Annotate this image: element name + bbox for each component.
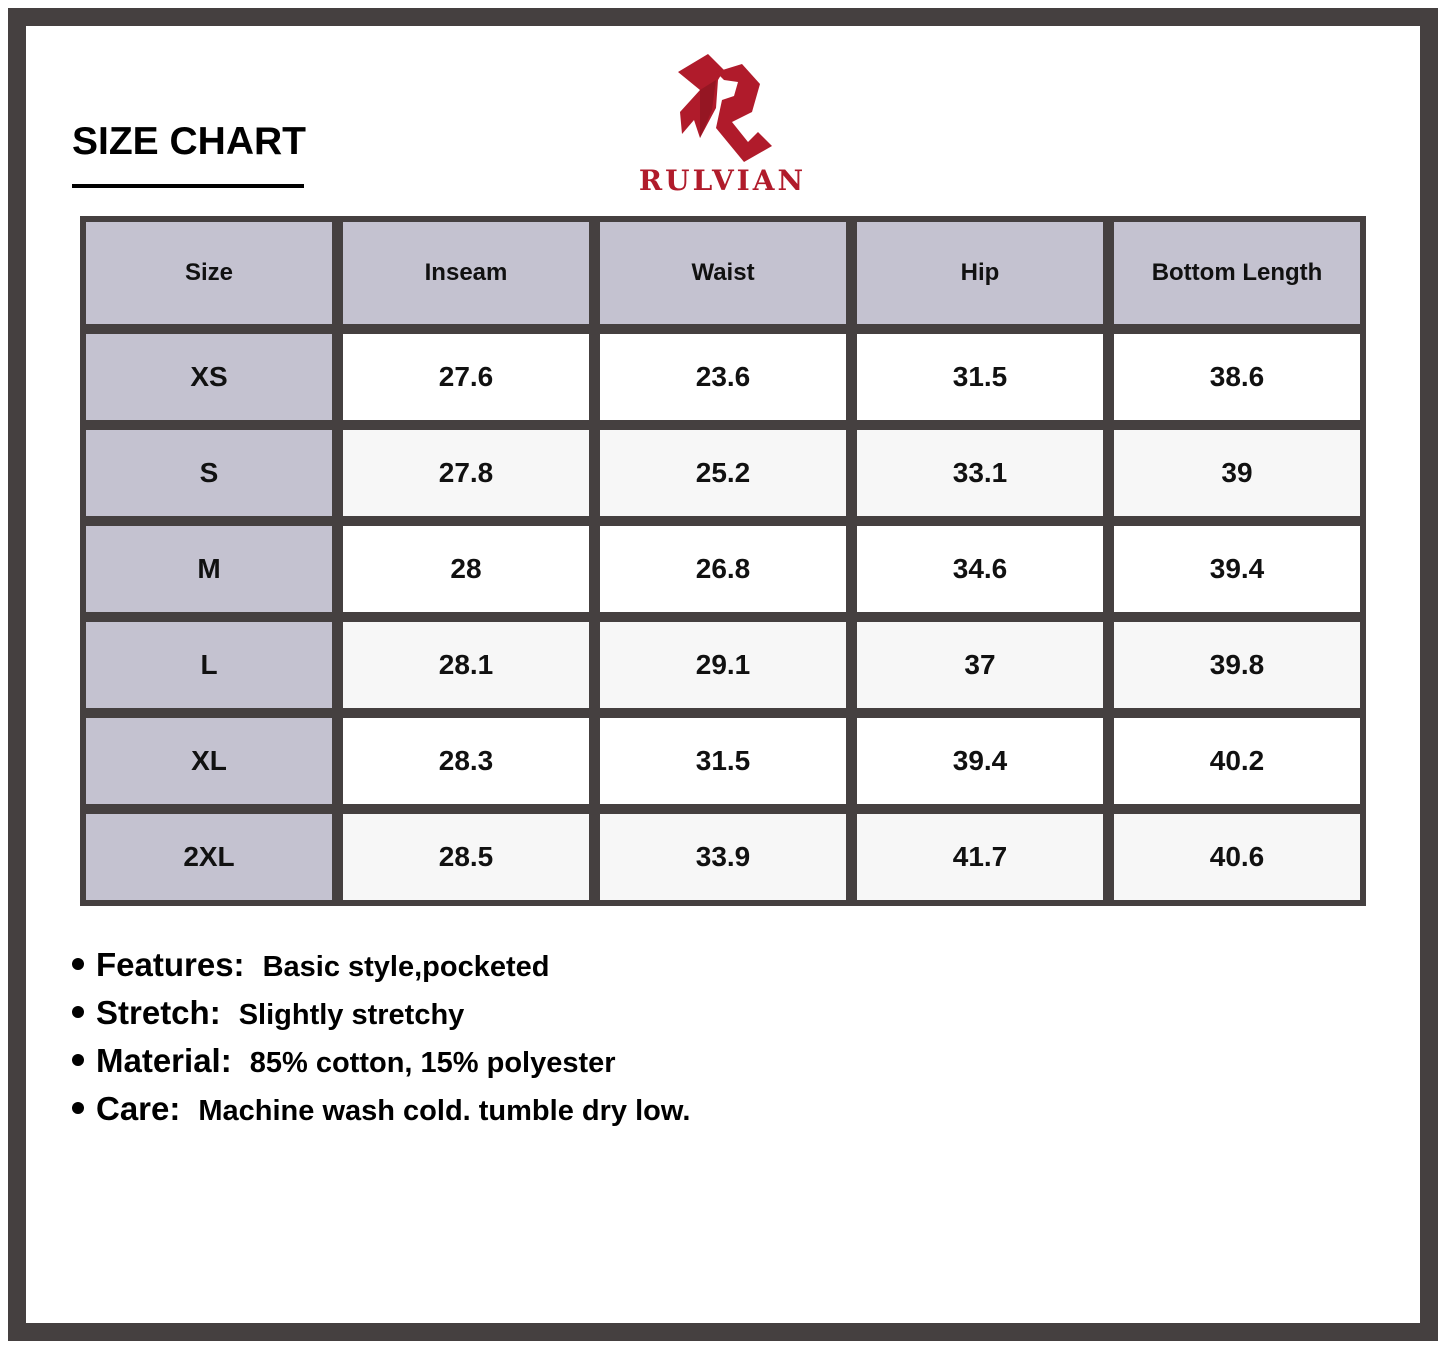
- table-cell: 39.4: [1114, 526, 1360, 612]
- bullet-icon: [72, 1054, 84, 1066]
- table-cell: 41.7: [857, 814, 1103, 900]
- brand-name: RULVIAN: [638, 164, 807, 197]
- note-label: Material:: [96, 1042, 232, 1079]
- table-cell: 26.8: [600, 526, 846, 612]
- table-cell: 27.6: [343, 334, 589, 420]
- table-cell: 28: [343, 526, 589, 612]
- note-label: Stretch:: [96, 994, 221, 1031]
- note-value: Machine wash cold. tumble dry low.: [198, 1095, 691, 1127]
- note-label: Care:: [96, 1090, 181, 1127]
- note-value: Slightly stretchy: [238, 999, 465, 1031]
- size-label-cell: XL: [86, 718, 332, 804]
- table-cell: 37: [857, 622, 1103, 708]
- note-label: Features:: [96, 946, 245, 983]
- table-cell: 25.2: [600, 430, 846, 516]
- note-value: 85% cotton, 15% polyester: [249, 1047, 616, 1079]
- size-label-cell: 2XL: [86, 814, 332, 900]
- size-label-cell: S: [86, 430, 332, 516]
- table-cell: 28.1: [343, 622, 589, 708]
- table-cell: 23.6: [600, 334, 846, 420]
- brand-logo-icon: [678, 54, 772, 162]
- table-cell: 40.6: [1114, 814, 1360, 900]
- title-underline: [72, 184, 304, 188]
- product-notes: Features: Basic style,pocketed Stretch: Sli…: [72, 946, 690, 1138]
- header-cell: Size: [86, 222, 332, 324]
- table-cell: 28.5: [343, 814, 589, 900]
- table-cell: 27.8: [343, 430, 589, 516]
- table-cell: 29.1: [600, 622, 846, 708]
- bullet-icon: [72, 958, 84, 970]
- table-cell: 31.5: [857, 334, 1103, 420]
- note-item: Material: 85% cotton, 15% polyester: [72, 1042, 690, 1090]
- note-item: Stretch: Slightly stretchy: [72, 994, 690, 1042]
- table-cell: 38.6: [1114, 334, 1360, 420]
- table-cell: 40.2: [1114, 718, 1360, 804]
- table-cell: 33.1: [857, 430, 1103, 516]
- page-title: SIZE CHART: [72, 120, 306, 163]
- size-label-cell: M: [86, 526, 332, 612]
- size-label-cell: XS: [86, 334, 332, 420]
- table-cell: 34.6: [857, 526, 1103, 612]
- header-cell: Inseam: [343, 222, 589, 324]
- header-cell: Hip: [857, 222, 1103, 324]
- table-cell: 33.9: [600, 814, 846, 900]
- header-cell: Bottom Length: [1114, 222, 1360, 324]
- table-cell: 39.4: [857, 718, 1103, 804]
- note-value: Basic style,pocketed: [262, 951, 550, 983]
- table-cell: 39.8: [1114, 622, 1360, 708]
- size-label-cell: L: [86, 622, 332, 708]
- bullet-icon: [72, 1102, 84, 1114]
- note-item: Features: Basic style,pocketed: [72, 946, 690, 994]
- table-cell: 39: [1114, 430, 1360, 516]
- bullet-icon: [72, 1006, 84, 1018]
- table-cell: 31.5: [600, 718, 846, 804]
- note-item: Care: Machine wash cold. tumble dry low.: [72, 1090, 690, 1138]
- header-cell: Waist: [600, 222, 846, 324]
- size-chart-table: Size Inseam Waist Hip Bottom Length XS 27.6 23.…: [80, 216, 1366, 906]
- table-cell: 28.3: [343, 718, 589, 804]
